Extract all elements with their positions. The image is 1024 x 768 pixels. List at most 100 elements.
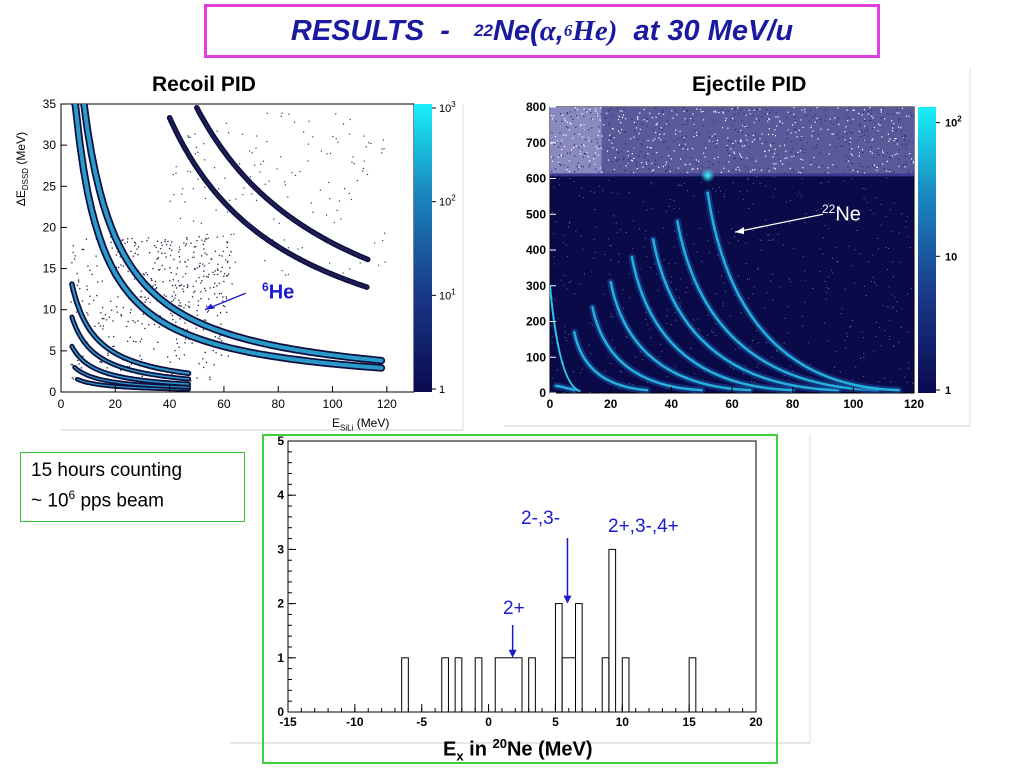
recoil-scatter-point [205,305,208,307]
recoil-scatter-point [192,220,195,222]
ejectile-noise-point [674,263,676,265]
ejectile-noise-point [666,119,668,122]
ejectile-noise-point [875,336,877,338]
ejectile-noise-point [552,336,554,338]
ejectile-noise-point [696,251,698,253]
ejectile-noise-point [863,139,866,141]
ejectile-cbar-label: 102 [945,115,962,130]
ejectile-noise-point [896,153,898,155]
ejectile-noise-point [577,168,579,170]
recoil-scatter-point [187,285,189,288]
ejectile-noise-point [652,129,654,131]
ejectile-noise-point [851,265,853,267]
ejectile-noise-point [893,171,895,173]
ejectile-noise-point [875,284,877,286]
recoil-scatter-point [101,361,103,364]
recoil-scatter-point [132,320,134,322]
ejectile-noise-point [679,130,681,133]
recoil-scatter-point [251,193,253,195]
ejectile-noise-point [635,132,638,134]
ejectile-noise-point [785,150,787,152]
ejectile-noise-point [575,145,577,147]
recoil-scatter-point [77,279,80,281]
ejectile-noise-point [887,133,889,135]
ejectile-noise-point [836,261,838,263]
ejectile-noise-point [563,392,565,393]
recoil-scatter-point [350,198,353,201]
ejectile-noise-point [846,332,848,334]
recoil-scatter-point [312,136,314,138]
ejectile-noise-point [647,382,649,384]
recoil-scatter-point [155,287,157,290]
recoil-scatter-point [219,335,221,337]
recoil-band-core-7 [168,116,369,289]
ejectile-noise-point [577,162,579,164]
ejectile-noise-point [667,376,669,378]
title-he: He) [572,14,618,47]
recoil-scatter-point [363,135,365,137]
ejectile-noise-point [890,381,892,383]
ejectile-noise-point [648,148,650,150]
ejectile-noise-point [583,115,585,118]
ejectile-noise-point [738,142,740,144]
recoil-scatter-point [204,240,206,242]
ejectile-noise-point [678,144,681,146]
recoil-scatter-point [284,184,286,186]
ejectile-noise-point [641,161,643,164]
ejectile-noise-point [850,137,852,139]
recoil-scatter-point [141,323,143,325]
ejectile-noise-point [579,195,581,197]
ejectile-noise-point [606,150,609,152]
ejectile-noise-point [745,242,747,244]
ejectile-noise-point [802,126,804,129]
ejectile-noise-point [570,123,572,125]
recoil-scatter-point [184,261,186,263]
ejectile-noise-point [811,135,813,137]
ejectile-noise-point [596,138,598,141]
recoil-scatter-point [320,150,323,152]
recoil-scatter-point [281,269,283,272]
ejectile-noise-point [665,210,667,212]
recoil-scatter-point [370,142,372,144]
recoil-scatter-point [179,217,182,220]
ejectile-noise-point [725,162,727,164]
ejectile-noise-point [666,169,668,171]
ejectile-noise-point [686,287,688,289]
ejectile-noise-point [894,154,896,156]
ejectile-noise-point [869,150,872,153]
ejectile-noise-point [773,176,775,178]
ejectile-noise-point [748,134,750,137]
recoil-scatter-point [169,200,171,202]
ejectile-noise-point [642,201,644,203]
ejectile-noise-point [909,112,911,114]
ejectile-noise-point [639,112,641,114]
ejectile-noise-point [607,110,610,112]
ejectile-noise-point [741,120,743,122]
ejectile-noise-point [791,156,793,158]
ejectile-noise-point [907,331,909,333]
ejectile-noise-point [908,115,910,117]
ejectile-noise-point [611,128,614,130]
ejectile-noise-point [637,118,639,120]
recoil-scatter-point [182,276,184,278]
ejectile-noise-point [839,371,841,373]
ejectile-noise-point [712,141,715,143]
ejectile-noise-point [606,112,608,114]
ejectile-noise-point [568,222,570,224]
ejectile-noise-point [633,146,635,148]
recoil-scatter-point [200,255,203,257]
ejectile-noise-point [616,149,618,151]
ejectile-noise-point [844,131,846,133]
ejectile-noise-point [827,172,830,174]
ejectile-noise-point [588,160,590,162]
ejectile-noise-point [888,286,890,288]
ejectile-noise-point [746,157,748,159]
ejectile-noise-point [814,113,817,116]
ejectile-noise-point [563,145,566,147]
ejectile-noise-point [646,120,648,122]
ejectile-noise-point [703,119,705,121]
ejectile-noise-point [684,146,686,149]
ejectile-noise-point [724,193,726,195]
ejectile-noise-point [713,111,715,113]
ejectile-noise-point [720,171,722,173]
